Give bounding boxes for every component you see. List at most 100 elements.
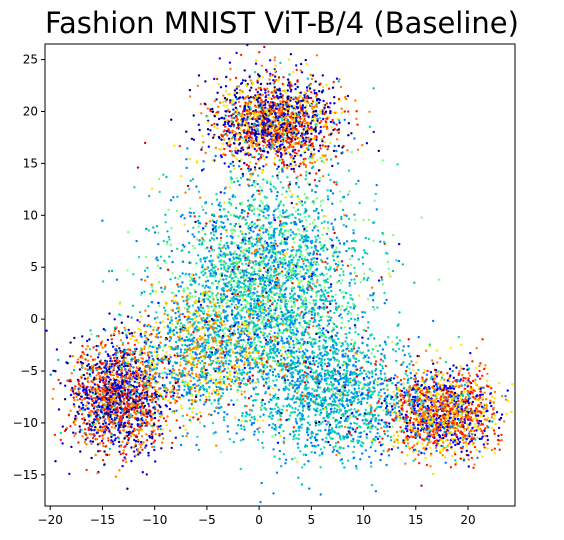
scatter-point: [96, 420, 99, 423]
scatter-point: [285, 152, 288, 155]
scatter-point: [281, 94, 284, 97]
scatter-point: [452, 364, 455, 367]
scatter-point: [249, 419, 252, 422]
scatter-point: [326, 117, 329, 121]
scatter-point: [469, 422, 472, 425]
scatter-point: [150, 187, 154, 190]
scatter-point: [298, 137, 301, 140]
scatter-point: [256, 73, 260, 76]
scatter-point: [311, 115, 314, 119]
scatter-point: [79, 450, 82, 453]
scatter-point: [476, 456, 479, 459]
scatter-point: [481, 374, 484, 377]
scatter-point: [300, 132, 304, 135]
scatter-point: [424, 391, 427, 394]
scatter-point: [141, 396, 144, 399]
scatter-point: [150, 361, 154, 365]
scatter-point: [229, 99, 232, 102]
scatter-point: [143, 446, 147, 449]
scatter-point: [151, 413, 154, 416]
scatter-point: [141, 419, 144, 422]
scatter-point: [204, 151, 207, 155]
scatter-point: [268, 110, 271, 113]
scatter-point: [365, 433, 368, 436]
scatter-point: [374, 360, 378, 363]
scatter-point: [129, 396, 132, 400]
scatter-point: [237, 113, 240, 116]
scatter-point: [122, 355, 125, 359]
scatter-point: [240, 112, 244, 116]
scatter-point: [214, 154, 217, 158]
scatter-point: [299, 109, 302, 113]
scatter-point: [66, 362, 69, 365]
scatter-point: [411, 446, 414, 449]
scatter-point: [99, 426, 102, 429]
scatter-point: [270, 91, 273, 94]
scatter-point: [259, 110, 263, 113]
scatter-point: [95, 388, 98, 392]
scatter-point: [429, 394, 433, 397]
scatter-point: [74, 423, 77, 426]
scatter-point: [73, 336, 76, 340]
scatter-point: [388, 422, 391, 425]
scatter-point: [468, 415, 471, 419]
scatter-point: [102, 422, 105, 426]
scatter-point: [85, 404, 88, 407]
scatter-point: [280, 117, 283, 120]
scatter-point: [268, 96, 271, 100]
scatter-point: [308, 140, 311, 144]
scatter-point: [135, 418, 139, 421]
scatter-point: [238, 183, 241, 187]
scatter-point: [475, 366, 478, 370]
scatter-point: [441, 449, 445, 452]
scatter-point: [302, 128, 305, 131]
scatter-point: [418, 436, 422, 439]
scatter-point: [267, 130, 270, 134]
scatter-point: [262, 140, 265, 143]
scatter-point: [240, 124, 243, 127]
scatter-point: [266, 143, 269, 147]
scatter-point: [139, 442, 143, 446]
scatter-point: [275, 107, 279, 111]
scatter-point: [461, 373, 464, 377]
scatter-point: [82, 391, 86, 394]
scatter-point: [112, 443, 115, 446]
scatter-point: [412, 450, 415, 454]
scatter-point: [232, 116, 236, 120]
scatter-point: [218, 136, 221, 140]
scatter-point: [261, 149, 265, 153]
scatter-point: [253, 166, 257, 169]
scatter-point: [227, 165, 230, 168]
scatter-point: [125, 394, 128, 398]
scatter-point: [290, 88, 293, 92]
scatter-point: [57, 378, 60, 382]
scatter-point: [228, 149, 232, 153]
scatter-point: [274, 118, 278, 122]
scatter-point: [406, 415, 409, 419]
scatter-point: [481, 338, 484, 341]
scatter-point: [91, 399, 94, 403]
scatter-point: [299, 69, 302, 72]
scatter-point: [138, 369, 141, 372]
scatter-point: [420, 451, 423, 455]
scatter-point: [262, 147, 265, 150]
scatter-point: [380, 402, 383, 405]
scatter-point: [467, 367, 471, 370]
scatter-point: [151, 437, 154, 440]
scatter-point: [80, 376, 83, 379]
scatter-point: [355, 117, 358, 121]
scatter-point: [128, 430, 131, 433]
scatter-point: [308, 84, 311, 87]
scatter-point: [286, 97, 290, 101]
scatter-point: [78, 405, 81, 408]
scatter-point: [468, 374, 472, 377]
scatter-point: [319, 144, 322, 147]
scatter-point: [83, 397, 87, 400]
scatter-point: [109, 378, 112, 381]
scatter-point: [304, 122, 307, 125]
scatter-point: [176, 389, 179, 392]
scatter-point: [273, 90, 276, 93]
scatter-point: [331, 164, 334, 168]
scatter-point: [332, 80, 335, 84]
scatter-point: [239, 133, 242, 136]
